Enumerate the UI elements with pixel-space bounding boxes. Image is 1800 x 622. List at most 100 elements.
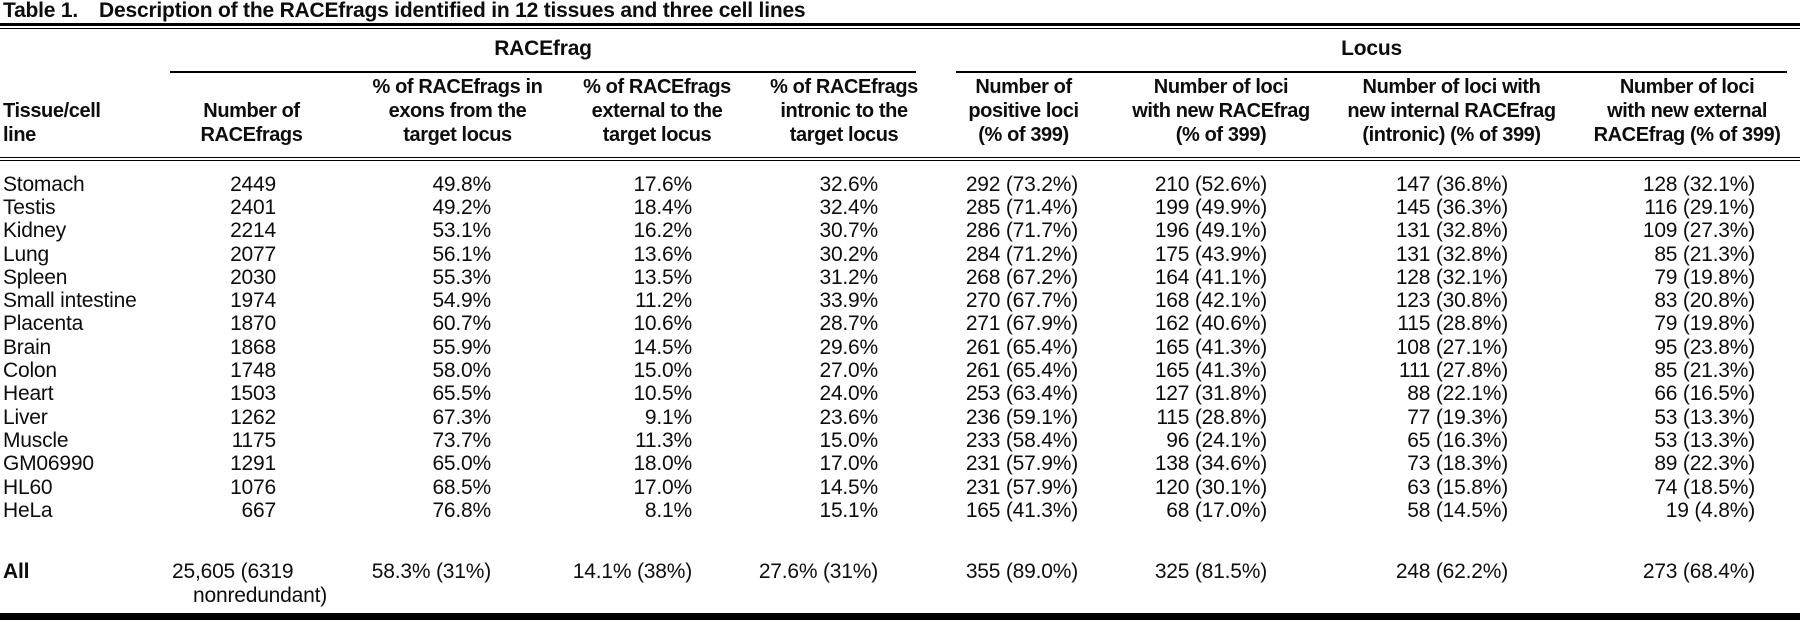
value-cell: 292 (73.2%): [965, 172, 1079, 196]
value-cell: 15.0%: [819, 428, 879, 452]
value-cell: 58.0%: [432, 359, 491, 383]
value-cell: 1868: [230, 335, 276, 359]
value-cell: 165 (41.3%): [1154, 359, 1268, 383]
table-head: RACEfrag Locus Tissue/cell line Number o…: [0, 29, 1800, 161]
value-cell: 16.2%: [633, 219, 692, 243]
tissue-name-cell: Small intestine: [3, 289, 137, 313]
value-cell: 231 (57.9%): [965, 452, 1079, 476]
value-cell: 165 (41.3%): [1154, 335, 1268, 359]
value-cell: 115 (28.8%): [1156, 405, 1268, 429]
value-cell: 10.6%: [633, 312, 692, 336]
table-row: HL60 1076 68.5% 17.0% 14.5% 231 (57.9%) 120 (3…: [0, 476, 1800, 499]
summary-value-cell: 248 (62.2%): [1395, 560, 1509, 584]
table-row: Spleen 2030 55.3% 13.5% 31.2% 268 (67.2%) 164 …: [0, 266, 1800, 289]
value-cell: 65.5%: [432, 382, 491, 406]
value-cell: 286 (71.7%): [965, 219, 1079, 243]
tissue-name-cell: Stomach: [3, 172, 85, 196]
table-row: Brain 1868 55.9% 14.5% 29.6% 261 (65.4%) 165 (…: [0, 336, 1800, 359]
value-cell: 73.7%: [432, 428, 491, 452]
table-number-label: Table 1.: [3, 0, 79, 22]
table-row: Liver 1262 67.3% 9.1% 23.6% 236 (59.1%) 115 (2…: [0, 406, 1800, 429]
value-cell: 85 (21.3%): [1654, 359, 1756, 383]
value-cell: 116 (29.1%): [1644, 195, 1756, 219]
summary-value-cell: 27.6% (31%): [758, 560, 879, 584]
value-cell: 109 (27.3%): [1642, 219, 1756, 243]
value-cell: 68.5%: [432, 475, 491, 499]
group-header-racefrag: RACEfrag: [170, 29, 917, 73]
group-header-spacer: [0, 29, 148, 73]
value-cell: 268 (67.2%): [965, 265, 1079, 289]
tissue-name-cell: Liver: [3, 405, 48, 429]
summary-value-cell: 325 (81.5%): [1154, 560, 1268, 584]
tissue-name-cell: Brain: [3, 335, 52, 359]
value-cell: 115 (28.8%): [1397, 312, 1509, 336]
value-cell: 2401: [230, 195, 276, 219]
value-cell: 196 (49.1%): [1154, 219, 1268, 243]
value-cell: 28.7%: [819, 312, 879, 336]
column-header-tissue: Tissue/cell line: [3, 99, 101, 146]
value-cell: 54.9%: [432, 289, 491, 313]
value-cell: 127 (31.8%): [1154, 382, 1268, 406]
value-cell: 67.3%: [432, 405, 491, 429]
value-cell: 95 (23.8%): [1654, 335, 1756, 359]
column-header-loci-new-external: Number of loci with new external RACEfra…: [1593, 75, 1781, 146]
column-header-pct-external: % of RACEfrags external to the target lo…: [583, 75, 731, 146]
table-row: Muscle 1175 73.7% 11.3% 15.0% 233 (58.4%) 96 (…: [0, 429, 1800, 452]
table-row: Kidney 2214 53.1% 16.2% 30.7% 286 (71.7%) 196 …: [0, 219, 1800, 242]
column-header-positive-loci: Number of positive loci (% of 399): [968, 75, 1079, 146]
column-header-num-racefrags: Number of RACEfrags: [200, 99, 303, 146]
value-cell: 56.1%: [432, 242, 491, 266]
value-cell: 17.0%: [633, 475, 692, 499]
summary-value-cell: 25,605 (6319 nonredundant): [172, 560, 328, 607]
value-cell: 13.5%: [633, 265, 692, 289]
value-cell: 1291: [230, 452, 276, 476]
value-cell: 14.5%: [819, 475, 879, 499]
value-cell: 63 (15.8%): [1407, 475, 1509, 499]
tissue-name-cell: Placenta: [3, 312, 84, 336]
value-cell: 165 (41.3%): [965, 498, 1079, 522]
value-cell: 667: [241, 498, 277, 522]
value-cell: 168 (42.1%): [1154, 289, 1268, 313]
value-cell: 231 (57.9%): [965, 475, 1079, 499]
value-cell: 253 (63.4%): [965, 382, 1079, 406]
value-cell: 131 (32.8%): [1395, 219, 1509, 243]
value-cell: 23.6%: [819, 405, 879, 429]
value-cell: 2030: [230, 265, 276, 289]
value-cell: 15.0%: [633, 359, 692, 383]
value-cell: 49.8%: [432, 172, 491, 196]
column-header-pct-exons: % of RACEfrags in exons from the target …: [372, 75, 543, 146]
tissue-name-cell: HL60: [3, 475, 53, 499]
tissue-name-cell: Kidney: [3, 219, 67, 243]
value-cell: 11.2%: [635, 289, 692, 313]
value-cell: 13.6%: [633, 242, 692, 266]
value-cell: 2449: [230, 172, 276, 196]
value-cell: 29.6%: [819, 335, 879, 359]
value-cell: 1262: [230, 405, 276, 429]
value-cell: 77 (19.3%): [1407, 405, 1509, 429]
value-cell: 53 (13.3%): [1654, 405, 1756, 429]
value-cell: 131 (32.8%): [1395, 242, 1509, 266]
summary-value-cell: 58.3% (31%): [371, 560, 491, 584]
value-cell: 128 (32.1%): [1395, 265, 1509, 289]
bottom-rule: [0, 613, 1800, 620]
value-cell: 2077: [230, 242, 276, 266]
table-row: Testis 2401 49.2% 18.4% 32.4% 285 (71.4%) 199 …: [0, 196, 1800, 219]
tissue-name-cell: Colon: [3, 359, 57, 383]
value-cell: 1870: [230, 312, 276, 336]
value-cell: 162 (40.6%): [1154, 312, 1268, 336]
group-header-locus: Locus: [956, 29, 1788, 73]
value-cell: 285 (71.4%): [965, 195, 1079, 219]
value-cell: 9.1%: [644, 405, 692, 429]
value-cell: 30.2%: [819, 242, 879, 266]
value-cell: 31.2%: [819, 265, 879, 289]
table-row: Stomach 2449 49.8% 17.6% 32.6% 292 (73.2%) 210…: [0, 161, 1800, 196]
value-cell: 8.1%: [644, 498, 692, 522]
value-cell: 1748: [230, 359, 276, 383]
value-cell: 53.1%: [432, 219, 491, 243]
value-cell: 65.0%: [432, 452, 491, 476]
value-cell: 60.7%: [432, 312, 491, 336]
header-double-rule: [0, 156, 1800, 161]
table-title: Table 1. Description of the RACEfrags ide…: [3, 0, 1800, 22]
value-cell: 66 (16.5%): [1654, 382, 1756, 406]
value-cell: 55.9%: [432, 335, 491, 359]
